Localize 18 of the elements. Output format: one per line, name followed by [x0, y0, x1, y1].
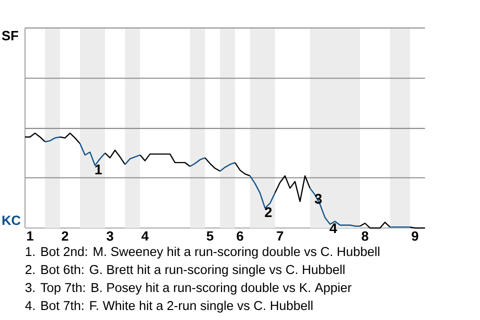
text: 1. Bot 2nd: M. Sweeney hit a run-scoring double vs C. Hubbell — [26, 246, 380, 259]
text: 2. Bot 6th: G. Brett hit a run-scoring single vs C. Hubbell — [26, 264, 344, 277]
x-tick-label: 5 — [206, 231, 214, 241]
x-tick-label: 8 — [362, 231, 368, 241]
x-tick-label: 9 — [412, 231, 418, 241]
text: 4. Bot 7th: F. White hit a 2-run single vs C. Hubbell — [25, 300, 312, 313]
x-tick-label: 6 — [236, 231, 244, 241]
x-tick-label: 2 — [62, 231, 68, 241]
x-tick-label: 7 — [276, 231, 284, 241]
annotation: 2 — [264, 207, 272, 217]
text: KC — [2, 216, 20, 226]
x-tick-label: 1 — [27, 231, 34, 241]
text: 3. Top 7th: B. Posey hit a run-scoring double vs K. Appier — [25, 282, 352, 295]
text: SF — [2, 30, 18, 40]
annotation: 1 — [95, 164, 102, 174]
x-tick-label: 4 — [142, 231, 149, 241]
annotation: 4 — [330, 223, 338, 234]
x-tick-label: 3 — [106, 231, 114, 241]
